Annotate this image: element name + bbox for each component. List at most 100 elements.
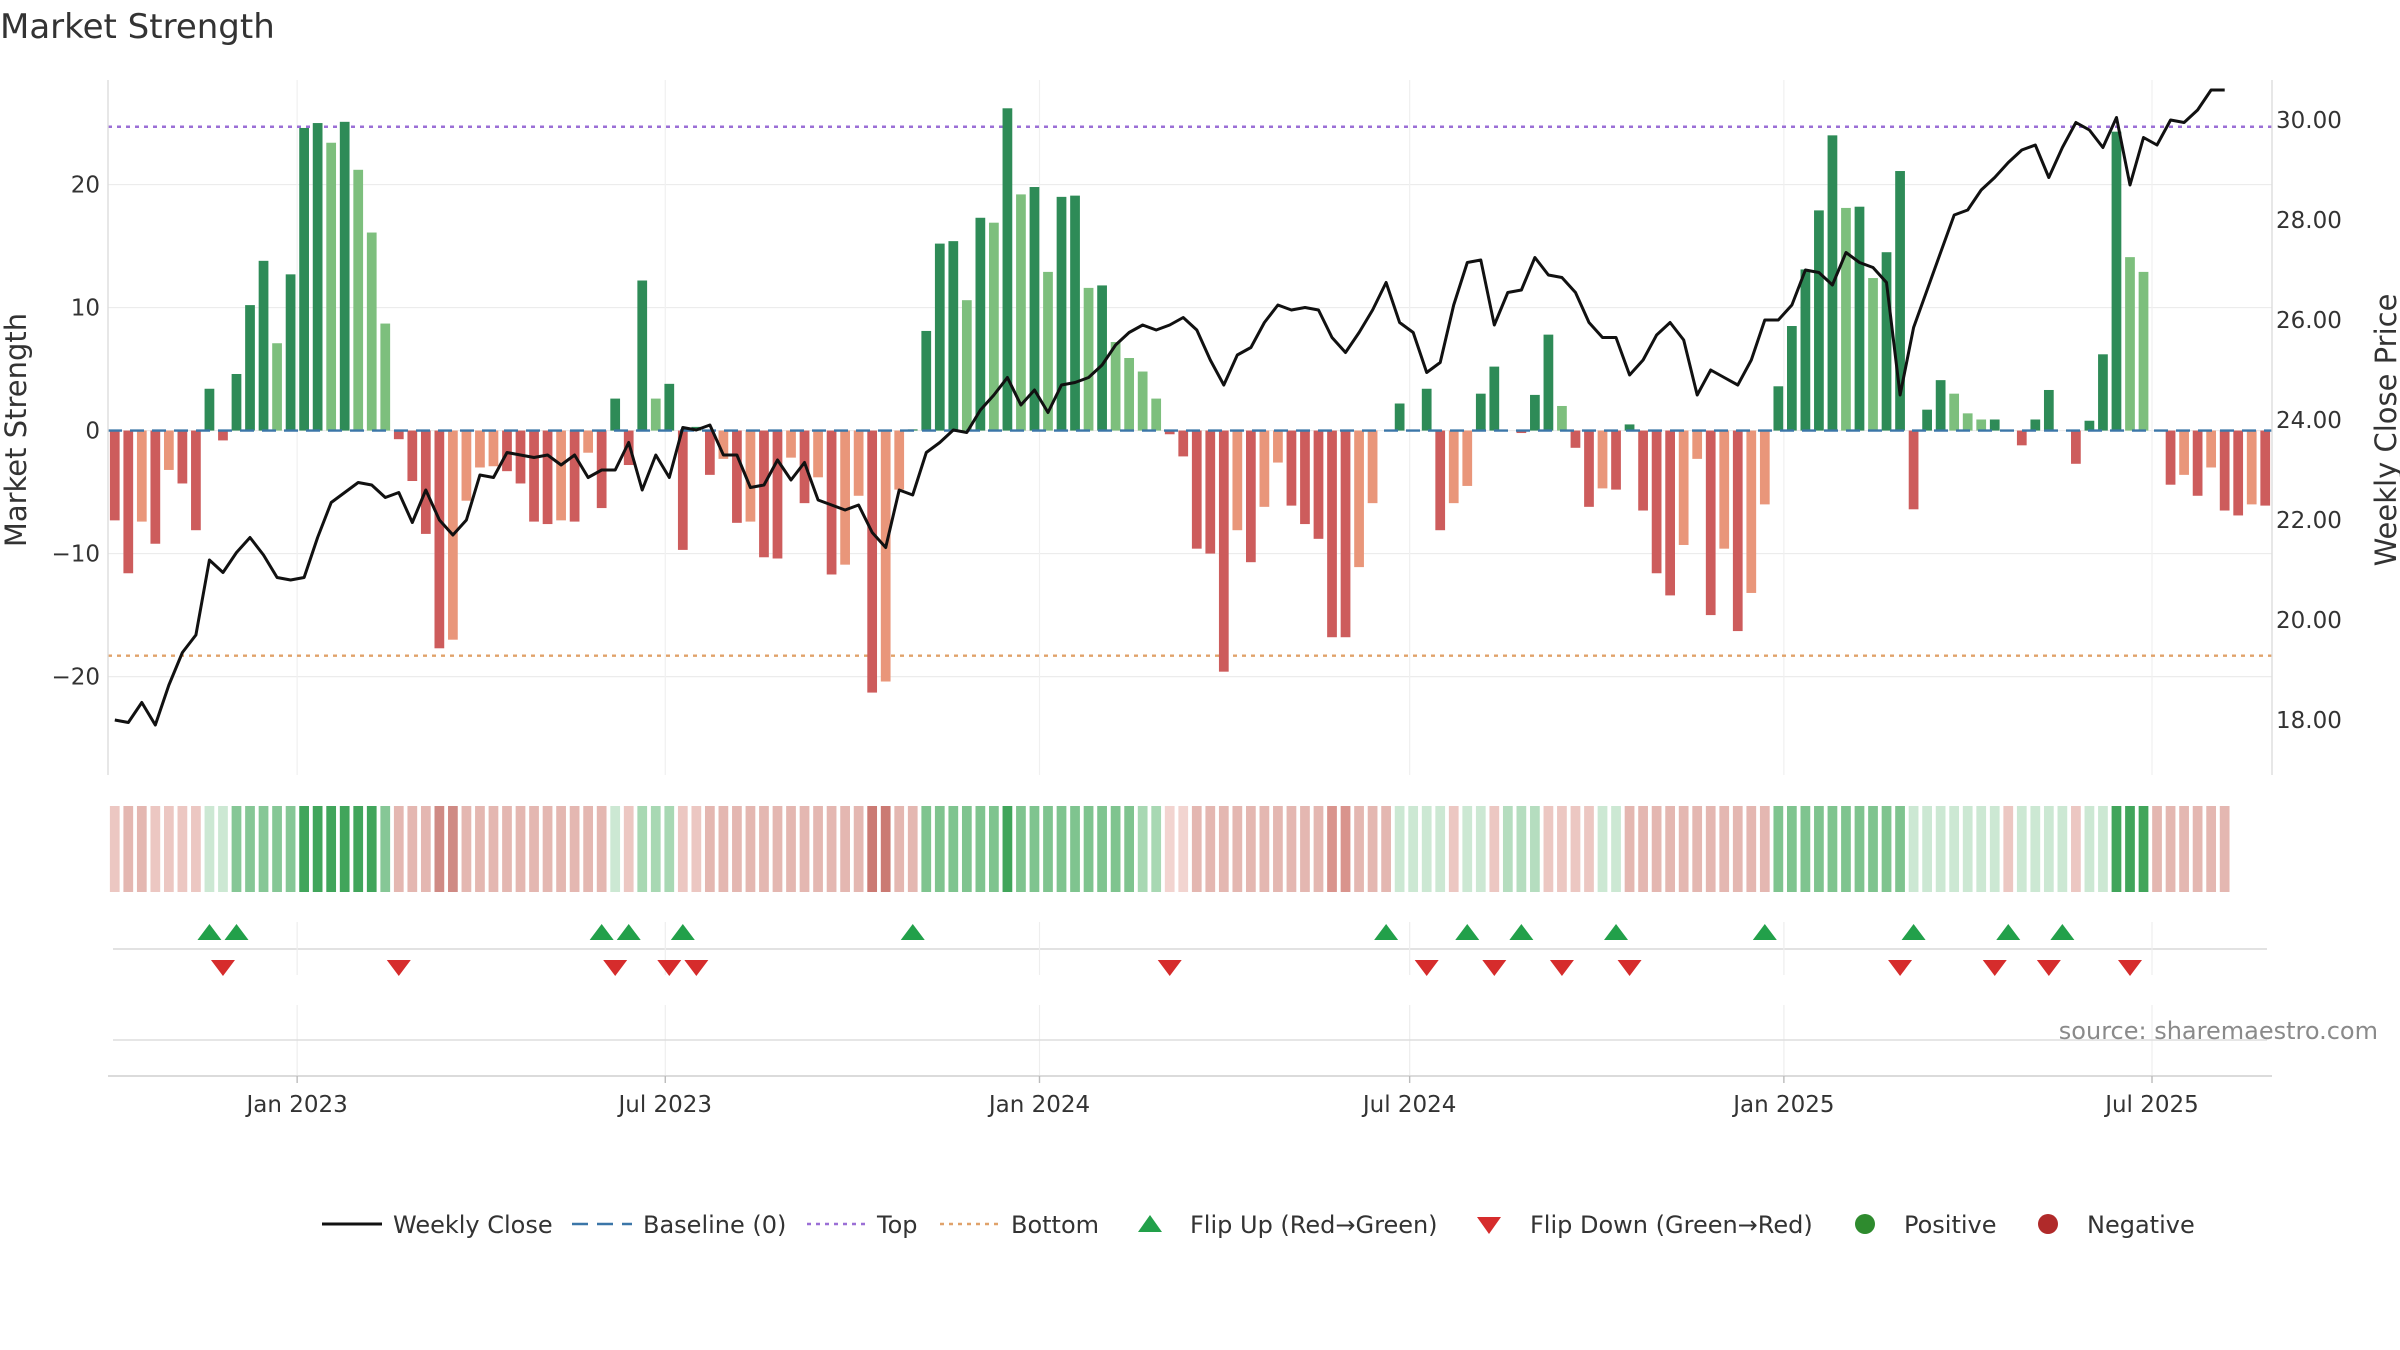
- flip-down-marker: [684, 960, 709, 976]
- flip-down-marker: [1888, 960, 1913, 976]
- status-cell: [1110, 806, 1121, 892]
- strength-bar: [1868, 278, 1878, 431]
- strength-bar: [1002, 108, 1013, 431]
- flip-up-marker: [2050, 924, 2075, 940]
- strength-bar: [975, 217, 986, 431]
- strength-bar: [1205, 430, 1216, 554]
- strength-bar: [772, 430, 783, 559]
- status-cell: [1692, 806, 1703, 892]
- legend-item-flip-up-red-green: Flip Up (Red→Green): [1138, 1211, 1438, 1239]
- status-cell: [1543, 806, 1554, 892]
- reference-lines: [108, 125, 2272, 657]
- strength-bar: [1814, 210, 1824, 431]
- status-cell: [1868, 806, 1878, 892]
- y2-tick-label: 22.00: [2276, 508, 2342, 534]
- strength-bar: [1151, 398, 1162, 431]
- flip-up-marker: [1752, 924, 1777, 940]
- strength-bar: [1908, 430, 1919, 510]
- status-cell: [934, 806, 945, 892]
- strength-bar: [258, 260, 269, 431]
- strength-bar: [1570, 430, 1581, 448]
- flip-down-marker: [1549, 960, 1574, 976]
- strength-bar: [745, 430, 756, 522]
- legend-label: Top: [876, 1211, 918, 1239]
- status-cell: [1083, 806, 1094, 892]
- status-cell: [1178, 806, 1189, 892]
- status-cell: [921, 806, 932, 892]
- strength-bar: [1651, 430, 1662, 574]
- status-cell: [1191, 806, 1202, 892]
- strength-bar: [948, 241, 959, 431]
- flip-up-marker: [616, 924, 641, 940]
- status-cell: [1164, 806, 1175, 892]
- strength-bar: [1083, 287, 1094, 431]
- status-cell: [2098, 806, 2108, 892]
- status-cell: [488, 806, 499, 892]
- status-cell: [2219, 806, 2230, 892]
- y-axis-label: Market Strength: [0, 313, 33, 547]
- strength-bar: [1678, 430, 1689, 545]
- strength-bar: [1232, 430, 1243, 531]
- status-cell: [772, 806, 783, 892]
- flip-down-marker: [1982, 960, 2007, 976]
- y2-tick-label: 18.00: [2276, 708, 2342, 734]
- status-cell: [1530, 806, 1540, 892]
- status-cell: [2179, 806, 2189, 892]
- status-cell: [1516, 806, 1527, 892]
- status-cell: [1043, 806, 1053, 892]
- status-cell: [1922, 806, 1932, 892]
- status-cell: [393, 806, 404, 892]
- status-cell: [2125, 806, 2135, 892]
- status-cell: [650, 806, 661, 892]
- strength-bar: [1705, 430, 1716, 616]
- strength-bar: [1543, 334, 1554, 431]
- status-cell: [677, 806, 688, 892]
- legend-item-positive: Positive: [1855, 1211, 1997, 1239]
- status-cell: [1624, 806, 1635, 892]
- y-tick-label: 10: [71, 296, 100, 322]
- status-cell: [1719, 806, 1730, 892]
- strength-bar: [650, 398, 661, 431]
- strength-bar: [921, 330, 932, 431]
- status-cell: [529, 806, 539, 892]
- status-cell: [880, 806, 891, 892]
- legend-item-bottom: Bottom: [940, 1211, 1099, 1239]
- y2-tick-label: 28.00: [2276, 208, 2342, 234]
- status-cell: [1962, 806, 1973, 892]
- status-cell: [759, 806, 769, 892]
- status-cell: [475, 806, 485, 892]
- status-cell: [177, 806, 188, 892]
- x-axis-ticks: Jan 2023 Jul 2023 Jan 2024 Jul 2024 Jan 2025…: [244, 1076, 2199, 1118]
- status-cell: [2043, 806, 2054, 892]
- strength-bar: [1935, 380, 1946, 431]
- chart-title: Market Strength: [0, 7, 275, 47]
- strength-bar: [1354, 430, 1364, 568]
- legend-item-top: Top: [807, 1211, 918, 1239]
- y2-tick-label: 30.00: [2276, 108, 2342, 134]
- legend-label: Positive: [1904, 1211, 1997, 1239]
- legend-item-baseline-0: Baseline (0): [572, 1211, 786, 1239]
- status-cell: [1800, 806, 1811, 892]
- status-cell: [799, 806, 810, 892]
- strength-bar: [1692, 430, 1703, 459]
- source-label: source: sharemaestro.com: [2059, 1017, 2378, 1045]
- flip-down-marker: [1414, 960, 1439, 976]
- status-cell: [1665, 806, 1676, 892]
- flip-down-marker: [2117, 960, 2142, 976]
- status-cell: [1705, 806, 1716, 892]
- status-cell: [1435, 806, 1446, 892]
- status-cell: [1557, 806, 1567, 892]
- strength-bar: [2125, 257, 2135, 431]
- strength-bar: [393, 430, 404, 440]
- status-cell: [1408, 806, 1419, 892]
- y-tick-label: −20: [51, 665, 100, 691]
- flip-down-marker: [1157, 960, 1182, 976]
- status-cell: [1489, 806, 1500, 892]
- status-cell: [2165, 806, 2176, 892]
- flip-marker-panel: [113, 922, 2267, 976]
- status-cell: [853, 806, 864, 892]
- strength-bar: [1367, 430, 1378, 504]
- status-cell: [150, 806, 161, 892]
- strength-bar: [231, 373, 242, 431]
